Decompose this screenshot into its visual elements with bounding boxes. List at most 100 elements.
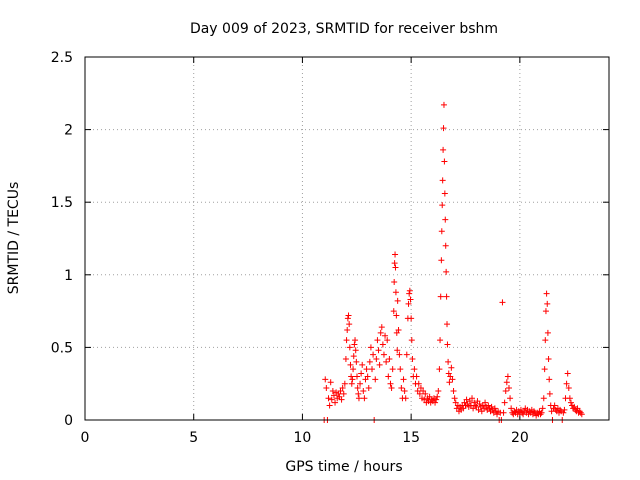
data-point bbox=[339, 385, 346, 392]
x-tick-label: 20 bbox=[511, 430, 529, 446]
data-point bbox=[402, 395, 409, 402]
data-point bbox=[500, 409, 507, 416]
data-point bbox=[437, 337, 444, 344]
data-point bbox=[344, 326, 351, 333]
data-point bbox=[372, 376, 379, 383]
tick-labels: 0 5 10 15 20 0 0.5 1 1.5 2 2.5 bbox=[51, 50, 529, 446]
data-point bbox=[440, 125, 447, 132]
data-point bbox=[345, 312, 352, 319]
data-point bbox=[393, 312, 400, 319]
data-point bbox=[440, 146, 447, 153]
data-point bbox=[441, 158, 448, 165]
data-point bbox=[406, 287, 413, 294]
data-point bbox=[408, 315, 415, 322]
data-point bbox=[375, 347, 382, 354]
data-point bbox=[392, 289, 399, 296]
data-point bbox=[517, 406, 524, 413]
data-point bbox=[520, 411, 527, 418]
data-point bbox=[502, 387, 509, 394]
data-point bbox=[346, 344, 353, 351]
data-point bbox=[327, 379, 334, 386]
data-point bbox=[394, 297, 401, 304]
data-point bbox=[369, 366, 376, 373]
data-point bbox=[476, 401, 483, 408]
data-point bbox=[348, 380, 355, 387]
data-point bbox=[347, 361, 354, 368]
data-point bbox=[363, 366, 370, 373]
data-point bbox=[340, 390, 347, 397]
data-point bbox=[578, 411, 585, 418]
data-point bbox=[436, 366, 443, 373]
data-point bbox=[544, 329, 551, 336]
data-point bbox=[394, 347, 401, 354]
data-point bbox=[485, 402, 492, 409]
data-point bbox=[386, 356, 393, 363]
data-point bbox=[329, 387, 336, 394]
data-point bbox=[352, 347, 359, 354]
data-point bbox=[326, 402, 333, 409]
data-point bbox=[354, 385, 361, 392]
data-point bbox=[413, 373, 420, 380]
data-point bbox=[545, 356, 552, 363]
data-point bbox=[507, 395, 514, 402]
data-point bbox=[443, 293, 450, 300]
data-point bbox=[380, 351, 387, 358]
data-point bbox=[344, 315, 351, 322]
data-point bbox=[494, 411, 501, 418]
data-point bbox=[392, 264, 399, 271]
data-point bbox=[338, 396, 345, 403]
data-point bbox=[439, 202, 446, 209]
data-point bbox=[444, 341, 451, 348]
data-point bbox=[397, 366, 404, 373]
data-point bbox=[322, 376, 329, 383]
data-point bbox=[354, 373, 361, 380]
data-point bbox=[358, 370, 365, 377]
data-point bbox=[384, 337, 391, 344]
data-point bbox=[564, 370, 571, 377]
data-point bbox=[382, 332, 389, 339]
data-point bbox=[415, 380, 422, 387]
data-point bbox=[325, 395, 332, 402]
data-point bbox=[537, 411, 544, 418]
data-point bbox=[341, 380, 348, 387]
data-point bbox=[355, 390, 362, 397]
data-point bbox=[366, 358, 373, 365]
data-point bbox=[448, 364, 455, 371]
data-point bbox=[571, 403, 578, 410]
data-point bbox=[385, 373, 392, 380]
data-point bbox=[443, 268, 450, 275]
data-point bbox=[376, 361, 383, 368]
data-point bbox=[538, 409, 545, 416]
data-point bbox=[505, 385, 512, 392]
data-point bbox=[352, 337, 359, 344]
data-point bbox=[542, 337, 549, 344]
data-point bbox=[438, 228, 445, 235]
data-point bbox=[349, 376, 356, 383]
data-point bbox=[437, 293, 444, 300]
data-point bbox=[398, 385, 405, 392]
data-point bbox=[560, 409, 567, 416]
data-point bbox=[565, 385, 572, 392]
data-point bbox=[440, 101, 447, 108]
data-point bbox=[566, 395, 573, 402]
data-point bbox=[365, 385, 372, 392]
data-point bbox=[364, 373, 371, 380]
data-point bbox=[346, 321, 353, 328]
data-point bbox=[544, 300, 551, 307]
data-point bbox=[391, 260, 398, 267]
x-axis-label: GPS time / hours bbox=[285, 459, 402, 475]
data-point bbox=[499, 299, 506, 306]
data-point bbox=[370, 351, 377, 358]
data-point bbox=[471, 399, 478, 406]
data-point bbox=[540, 395, 547, 402]
data-point bbox=[488, 403, 495, 410]
data-point bbox=[351, 341, 358, 348]
data-point bbox=[383, 358, 390, 365]
data-point bbox=[387, 380, 394, 387]
data-point bbox=[563, 380, 570, 387]
data-point bbox=[551, 402, 558, 409]
data-point bbox=[395, 326, 402, 333]
y-tick-label: 2 bbox=[64, 123, 73, 139]
data-point bbox=[367, 344, 374, 351]
